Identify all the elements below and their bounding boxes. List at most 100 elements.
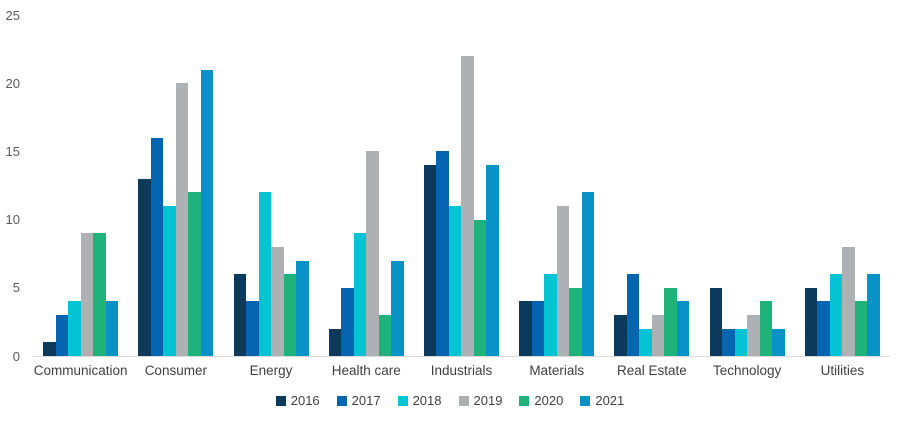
bar-industrials-2017 xyxy=(436,151,449,356)
category-label-materials: Materials xyxy=(529,363,585,378)
bar-energy-2020 xyxy=(283,274,297,356)
bar-communication-2019 xyxy=(80,233,94,356)
legend-label-2019: 2019 xyxy=(473,393,503,408)
bar-technology-2021 xyxy=(772,328,785,356)
bar-technology-2020 xyxy=(759,301,773,356)
bar-energy-2019 xyxy=(271,246,284,356)
bar-technology-2019 xyxy=(747,315,760,356)
legend-swatch-icon xyxy=(275,395,286,406)
bar-materials-2018 xyxy=(544,274,557,356)
bar-group-utilities xyxy=(795,15,890,356)
bar-utilities-2020 xyxy=(854,301,868,356)
bar-health-care-2019 xyxy=(366,151,379,356)
bar-industrials-2020 xyxy=(473,219,487,356)
bar-materials-2016 xyxy=(519,301,532,356)
bar-group-real-estate xyxy=(604,15,699,356)
legend-label-2021: 2021 xyxy=(595,393,625,408)
bar-communication-2018 xyxy=(68,301,81,356)
y-axis: 0 5 10 15 20 25 xyxy=(0,0,20,422)
bar-consumer-2019 xyxy=(175,83,189,356)
legend-item-2020: 2020 xyxy=(519,393,563,408)
legend-swatch-icon xyxy=(580,395,591,406)
legend-swatch-icon xyxy=(397,395,408,406)
legend-label-2018: 2018 xyxy=(412,393,442,408)
legend-swatch-icon xyxy=(336,395,347,406)
bar-group-energy xyxy=(223,15,318,356)
legend-item-2018: 2018 xyxy=(397,393,442,408)
bar-energy-2017 xyxy=(246,301,259,356)
bar-health-care-2020 xyxy=(378,315,392,356)
bar-real-estate-2016 xyxy=(614,315,627,356)
legend-item-2016: 2016 xyxy=(275,393,320,408)
bar-industrials-2021 xyxy=(486,165,499,356)
bar-energy-2016 xyxy=(233,274,247,356)
legend-swatch-icon xyxy=(519,395,530,406)
legend-label-2017: 2017 xyxy=(351,393,381,408)
category-label-real-estate: Real Estate xyxy=(617,363,687,378)
y-tick-label-15: 15 xyxy=(5,143,20,159)
bar-energy-2018 xyxy=(258,192,272,356)
bar-health-care-2021 xyxy=(391,260,404,356)
bar-consumer-2018 xyxy=(163,205,176,356)
plot-area xyxy=(33,15,890,357)
bar-utilities-2021 xyxy=(867,274,880,356)
bar-materials-2019 xyxy=(556,205,570,356)
bar-materials-2020 xyxy=(569,287,582,356)
bar-health-care-2016 xyxy=(328,328,342,356)
y-tick-label-0: 0 xyxy=(12,348,20,364)
bar-consumer-2016 xyxy=(138,178,151,356)
bar-health-care-2017 xyxy=(341,287,354,356)
bar-technology-2017 xyxy=(722,328,735,356)
bar-materials-2017 xyxy=(531,301,545,356)
bar-energy-2021 xyxy=(296,260,309,356)
legend: 2016 2017 2018 2019 2020 2021 xyxy=(0,393,900,408)
y-tick-label-20: 20 xyxy=(5,75,20,91)
bar-real-estate-2019 xyxy=(651,315,665,356)
legend-item-2017: 2017 xyxy=(336,393,381,408)
bar-consumer-2021 xyxy=(200,69,214,356)
bar-industrials-2016 xyxy=(423,165,437,356)
y-tick-label-25: 25 xyxy=(5,7,20,23)
legend-swatch-icon xyxy=(458,395,469,406)
legend-label-2020: 2020 xyxy=(534,393,564,408)
category-label-communication: Communication xyxy=(33,363,128,378)
category-label-technology: Technology xyxy=(712,363,782,378)
bar-real-estate-2017 xyxy=(626,274,640,356)
bar-group-materials xyxy=(509,15,604,356)
bar-utilities-2016 xyxy=(804,287,818,356)
bar-communication-2017 xyxy=(55,315,69,356)
bar-industrials-2018 xyxy=(448,205,462,356)
bar-group-consumer xyxy=(128,15,223,356)
bar-communication-2021 xyxy=(105,301,119,356)
bar-real-estate-2020 xyxy=(664,287,677,356)
bar-utilities-2017 xyxy=(817,301,830,356)
bar-group-health-care xyxy=(319,15,414,356)
category-label-energy: Energy xyxy=(249,363,293,378)
bar-technology-2018 xyxy=(734,328,748,356)
y-tick-label-5: 5 xyxy=(12,280,20,296)
bar-consumer-2020 xyxy=(188,192,201,356)
bar-technology-2016 xyxy=(709,287,723,356)
category-label-consumer: Consumer xyxy=(144,363,207,378)
category-label-utilities: Utilities xyxy=(820,363,865,378)
bar-group-industrials xyxy=(414,15,509,356)
bar-industrials-2019 xyxy=(461,55,474,356)
category-label-health-care: Health care xyxy=(331,363,401,378)
bar-utilities-2019 xyxy=(842,246,855,356)
bar-consumer-2017 xyxy=(150,137,164,356)
legend-item-2019: 2019 xyxy=(458,393,503,408)
bar-utilities-2018 xyxy=(829,274,843,356)
x-axis: Communication Consumer Energy Health care In… xyxy=(33,363,890,378)
bar-health-care-2018 xyxy=(353,233,367,356)
bar-real-estate-2018 xyxy=(639,328,652,356)
bar-group-technology xyxy=(700,15,795,356)
bar-group-communication xyxy=(33,15,128,356)
bar-communication-2016 xyxy=(43,342,56,356)
bar-communication-2020 xyxy=(93,233,106,356)
legend-item-2021: 2021 xyxy=(580,393,624,408)
legend-label-2016: 2016 xyxy=(290,393,320,408)
y-tick-label-10: 10 xyxy=(5,212,20,228)
category-label-industrials: Industrials xyxy=(430,363,493,378)
bar-real-estate-2021 xyxy=(676,301,690,356)
